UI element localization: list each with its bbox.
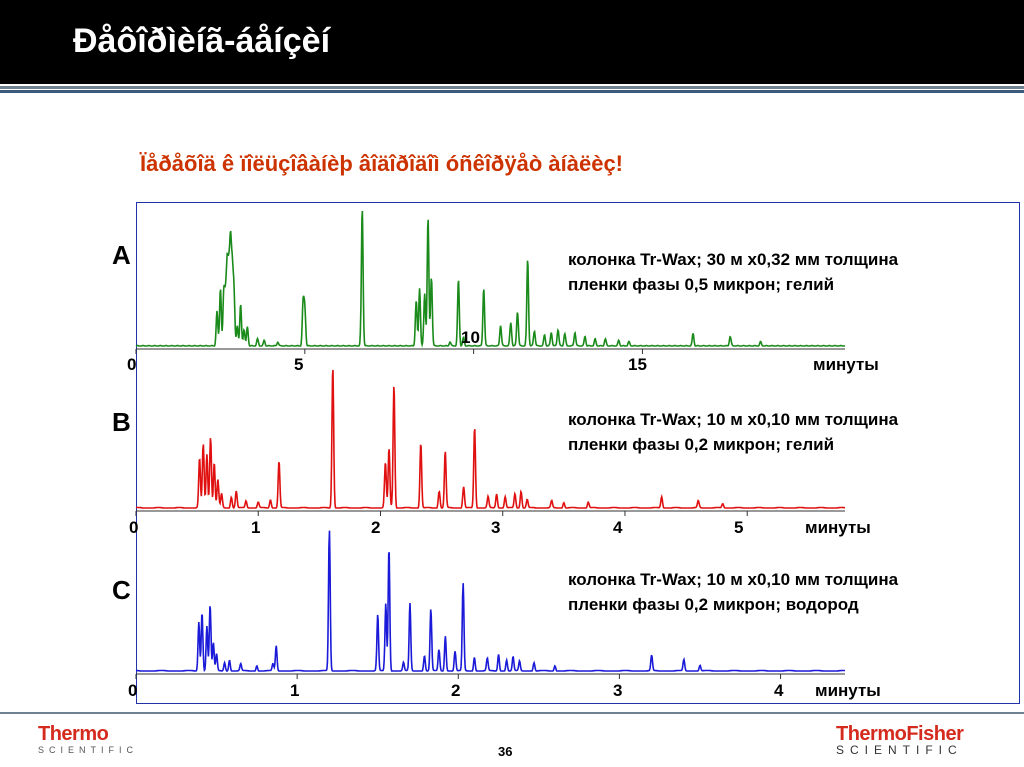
panel-a-label: A xyxy=(112,240,131,270)
header-rule xyxy=(0,86,1024,89)
panel-b-description-line2: пленки фазы 0,2 микрон; гелий xyxy=(568,435,835,454)
slide-title: Ðåôîðìèíã-áåíçèí xyxy=(73,22,331,60)
panel-a-tick-10: 10 xyxy=(461,328,480,347)
panel-a-description: колонка Tr-Wax; 30 м x0,32 мм толщина пл… xyxy=(568,247,898,297)
panel-c-trace xyxy=(135,530,845,673)
header-rule-accent xyxy=(0,90,1024,93)
panel-b-tick-5: 5 xyxy=(734,518,744,537)
panel-c-tick-0: 0 xyxy=(128,681,138,700)
panel-c-tick-3: 3 xyxy=(613,681,623,700)
panel-c-label: C xyxy=(112,575,131,605)
slide-subtitle: Ïåðåõîä ê ïîëüçîâàíèþ âîäîðîäîì óñêîðÿåò… xyxy=(140,151,624,176)
panel-b-description-line1: колонка Tr-Wax; 10 м x0,10 мм толщина xyxy=(568,410,899,429)
panel-b-trace xyxy=(135,369,845,510)
panel-b-tick-0: 0 xyxy=(129,518,139,537)
logo-left-sub: SCIENTIFIC xyxy=(38,745,139,755)
panel-a-description-line2: пленки фазы 0,5 микрон; гелий xyxy=(568,275,835,294)
panel-b-xlabel: минуты xyxy=(805,518,871,537)
footer-rule xyxy=(0,712,1024,714)
logo-left-main: Thermo xyxy=(38,723,109,745)
panel-a-tick-0: 0 xyxy=(127,355,137,374)
panel-b-tick-3: 3 xyxy=(491,518,501,537)
chromatogram-frame xyxy=(136,202,1020,704)
panel-c-tick-1: 1 xyxy=(290,681,300,700)
panel-b-tick-1: 1 xyxy=(251,518,261,537)
panel-c-description-line2: пленки фазы 0,2 микрон; водород xyxy=(568,595,859,614)
panel-b-label: B xyxy=(112,407,131,437)
panel-b-tick-2: 2 xyxy=(371,518,381,537)
panel-b-description: колонка Tr-Wax; 10 м x0,10 мм толщина пл… xyxy=(568,407,898,457)
panel-c-tick-2: 2 xyxy=(451,681,461,700)
panel-b-tick-4: 4 xyxy=(613,518,623,537)
panel-c-tick-4: 4 xyxy=(774,681,784,700)
logo-right-sub: SCIENTIFIC xyxy=(836,743,963,757)
panel-a-xlabel: минуты xyxy=(813,355,879,374)
panel-c-description: колонка Tr-Wax; 10 м x0,10 мм толщина пл… xyxy=(568,567,898,617)
thermo-fisher-logo: ThermoFisher SCIENTIFIC xyxy=(836,723,964,757)
logo-right-main: ThermoFisher xyxy=(836,723,964,745)
panel-a-tick-5: 5 xyxy=(294,355,304,374)
panel-a-tick-15: 15 xyxy=(628,355,647,374)
thermo-scientific-logo: Thermo SCIENTIFIC xyxy=(38,724,138,756)
page-number: 36 xyxy=(498,744,513,759)
title-bar: Ðåôîðìèíã-áåíçèí xyxy=(0,0,1024,84)
panel-a-description-line1: колонка Tr-Wax; 30 м x0,32 мм толщина xyxy=(568,250,899,269)
panel-c-xlabel: минуты xyxy=(815,681,881,700)
panel-c-description-line1: колонка Tr-Wax; 10 м x0,10 мм толщина xyxy=(568,570,899,589)
panel-a-trace xyxy=(135,210,845,348)
